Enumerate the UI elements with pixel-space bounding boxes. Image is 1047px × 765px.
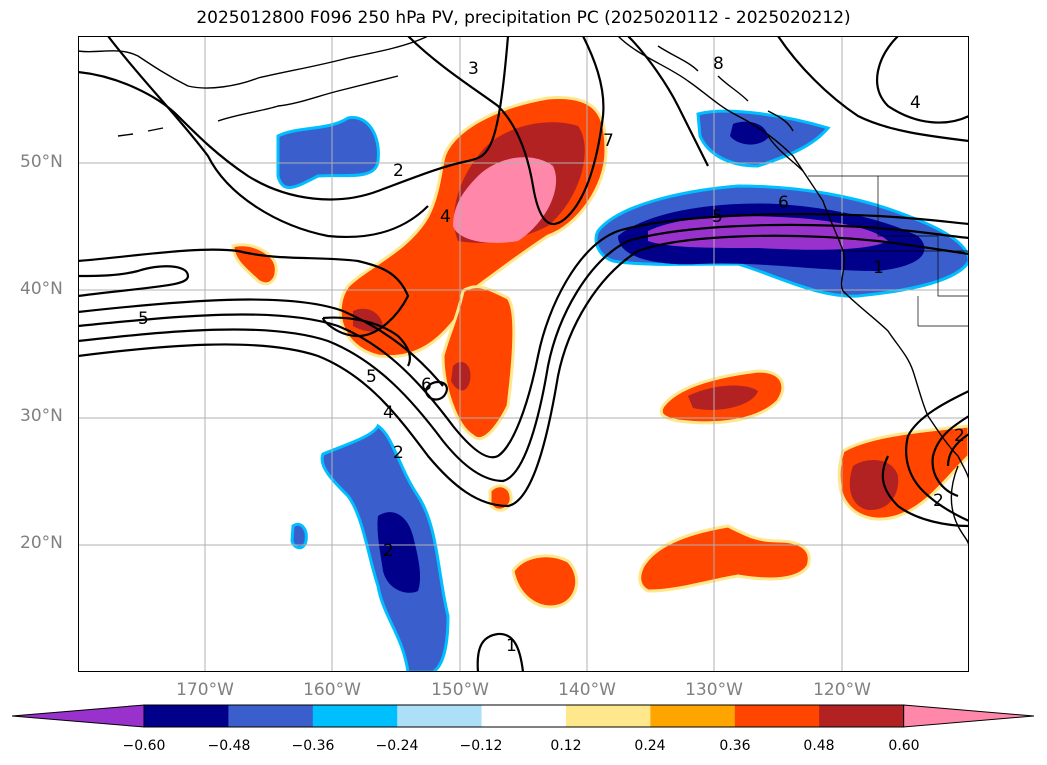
contour-label: 6 — [778, 193, 789, 213]
map-border — [78, 36, 969, 672]
lat-label: 50°N — [20, 152, 63, 172]
lon-label: 150°W — [431, 680, 489, 700]
colorbar-segment — [734, 705, 820, 727]
colorbar-tick-label: 0.60 — [888, 738, 920, 754]
contour-label: 2 — [393, 443, 404, 463]
contour-label: 2 — [393, 161, 404, 181]
colorbar-segment — [650, 705, 736, 727]
colorbar-segment — [481, 705, 567, 727]
contour-label: 5 — [366, 367, 377, 387]
contour-label: 5 — [138, 309, 149, 329]
contour-label: 2 — [383, 541, 394, 561]
lon-label: 120°W — [813, 680, 871, 700]
colorbar-tick-label: 0.36 — [719, 738, 751, 754]
graticule — [78, 36, 969, 672]
colorbar-tick-label: 0.24 — [634, 738, 666, 754]
colorbar-tick-label: −0.36 — [291, 738, 335, 754]
colorbar-segment — [144, 705, 229, 727]
colorbar-segment — [566, 705, 651, 727]
colorbar-tick-label: −0.24 — [375, 738, 419, 754]
colorbar-tick-label: 0.12 — [550, 738, 582, 754]
contour-label: 4 — [440, 207, 451, 227]
map-title: 2025012800 F096 250 hPa PV, precipitatio… — [196, 8, 851, 28]
contour-labels: 3 8 4 2 7 4 5 6 1 5 5 6 4 2 2 2 1 2 — [138, 54, 965, 656]
colorbar-segment — [397, 705, 483, 727]
map-canvas[interactable]: 3 8 4 2 7 4 5 6 1 5 5 6 4 2 2 2 1 2 — [78, 36, 969, 672]
contour-label: 8 — [713, 54, 724, 74]
contour-label: 3 — [468, 59, 479, 79]
colorbar-extend-low — [12, 704, 145, 728]
colorbar-segment — [312, 705, 398, 727]
pv-contours — [78, 36, 969, 672]
contour-label: 2 — [954, 426, 965, 446]
lat-label: 30°N — [20, 406, 63, 426]
lon-label: 130°W — [685, 680, 743, 700]
contour-label: 7 — [603, 131, 614, 151]
contour-label: 1 — [873, 258, 884, 278]
contour-label: 4 — [383, 403, 394, 423]
contour-label: 4 — [910, 93, 921, 113]
precip-anomaly-fill — [231, 96, 969, 672]
contour-label: 1 — [506, 636, 517, 656]
colorbar-segment — [819, 705, 905, 727]
colorbar-tick-label: 0.48 — [803, 738, 835, 754]
contour-label: 6 — [421, 375, 432, 395]
colorbar-border — [143, 704, 905, 728]
colorbar-tick-label: −0.48 — [207, 738, 251, 754]
colorbar-tick-label: −0.12 — [459, 738, 503, 754]
lon-label: 160°W — [303, 680, 361, 700]
colorbar — [12, 704, 1035, 728]
colorbar-tick-label: −0.60 — [122, 738, 166, 754]
lat-label: 20°N — [20, 533, 63, 553]
lat-label: 40°N — [20, 279, 63, 299]
colorbar-extend-high — [903, 704, 1035, 728]
lon-label: 170°W — [176, 680, 234, 700]
contour-label: 5 — [712, 207, 723, 227]
lon-label: 140°W — [558, 680, 616, 700]
colorbar-segment — [228, 705, 314, 727]
contour-label: 2 — [933, 491, 944, 511]
coastlines — [78, 36, 969, 547]
